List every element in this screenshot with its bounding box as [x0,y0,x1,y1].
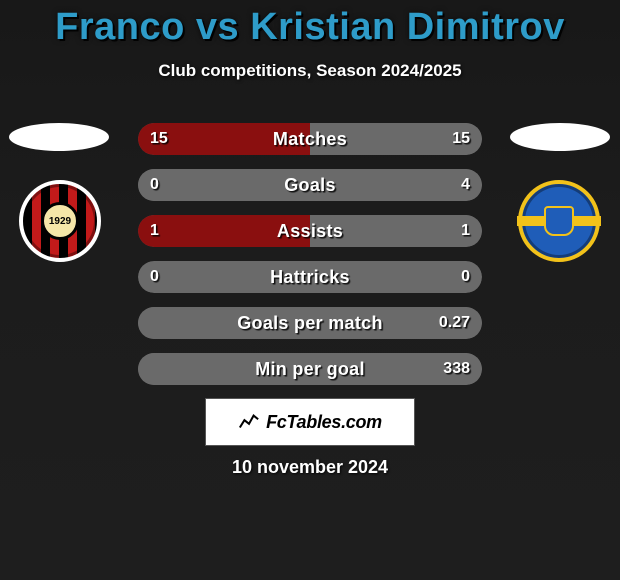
stat-value-right: 338 [443,353,470,385]
stat-value-right: 1 [461,215,470,247]
flag-ellipse-left [9,123,109,151]
brand-text: FcTables.com [266,412,382,433]
stat-row: 1Assists1 [138,215,482,247]
stat-row: Goals per match0.27 [138,307,482,339]
stat-row: 0Goals4 [138,169,482,201]
crest-right-shield [544,206,574,236]
stat-value-right: 15 [452,123,470,155]
stat-row: 15Matches15 [138,123,482,155]
club-crest-left: 1929 [19,180,101,262]
stat-label: Hattricks [138,261,482,293]
page-title: Franco vs Kristian Dimitrov [0,0,620,49]
club-crest-right [518,180,600,262]
brand-box[interactable]: FcTables.com [205,398,415,446]
stat-label: Goals [138,169,482,201]
date-text: 10 november 2024 [0,457,620,478]
stat-label: Min per goal [138,353,482,385]
stat-row: Min per goal338 [138,353,482,385]
crest-left-year: 1929 [41,202,79,240]
stat-label: Matches [138,123,482,155]
brand-logo-icon [238,411,260,433]
stat-label: Assists [138,215,482,247]
stat-label: Goals per match [138,307,482,339]
stat-row: 0Hattricks0 [138,261,482,293]
stat-value-right: 0.27 [439,307,470,339]
flag-ellipse-right [510,123,610,151]
stat-rows: 15Matches150Goals41Assists10Hattricks0Go… [138,123,482,399]
page-subtitle: Club competitions, Season 2024/2025 [0,61,620,81]
stat-value-right: 4 [461,169,470,201]
stat-value-right: 0 [461,261,470,293]
